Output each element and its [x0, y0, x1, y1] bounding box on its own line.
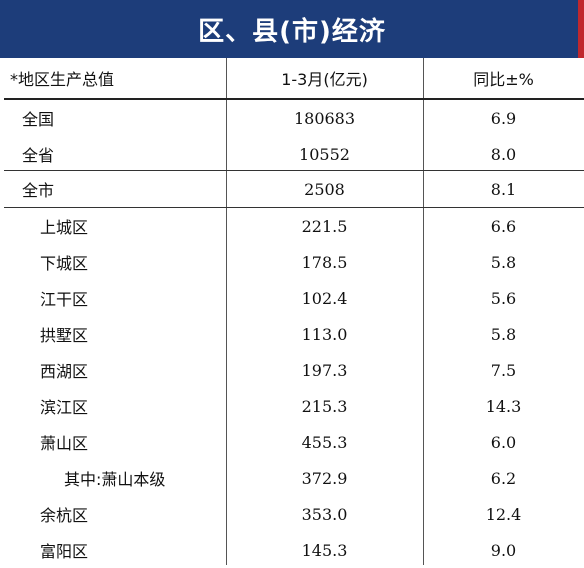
- header-region: *地区生产总值: [10, 70, 115, 89]
- gdp-value: 215.3: [301, 396, 348, 416]
- region-name: 下城区: [40, 254, 89, 273]
- header-change: 同比±%: [473, 70, 534, 89]
- region-name: 拱墅区: [40, 326, 89, 345]
- yoy-change: 5.8: [490, 252, 517, 272]
- region-name: 富阳区: [40, 542, 89, 561]
- yoy-change: 14.3: [485, 396, 522, 416]
- yoy-change: 8.1: [490, 179, 517, 199]
- gdp-value: 10552: [299, 144, 350, 164]
- region-name: 全市: [22, 181, 55, 200]
- yoy-change: 8.0: [490, 144, 517, 164]
- yoy-change: 12.4: [485, 504, 522, 524]
- gdp-value: 455.3: [301, 432, 348, 452]
- gdp-value: 113.0: [301, 324, 348, 344]
- table-title: 区、县(市)经济: [0, 0, 584, 58]
- column-divider: [226, 58, 227, 565]
- region-name: 其中:萧山本级: [64, 470, 166, 489]
- gdp-value: 178.5: [301, 252, 348, 272]
- table-row: 滨江区 215.3 14.3: [4, 388, 584, 424]
- yoy-change: 7.5: [490, 360, 517, 380]
- yoy-change: 6.9: [490, 108, 517, 128]
- table-row: 西湖区 197.3 7.5: [4, 352, 584, 388]
- table-row: 江干区 102.4 5.6: [4, 280, 584, 316]
- table-row: 余杭区 353.0 12.4: [4, 496, 584, 532]
- yoy-change: 6.0: [490, 432, 517, 452]
- gdp-value: 145.3: [301, 540, 348, 560]
- section-separator: [4, 170, 584, 171]
- region-name: 余杭区: [40, 506, 89, 525]
- gdp-value: 197.3: [301, 360, 348, 380]
- region-name: 上城区: [40, 218, 89, 237]
- gdp-value: 2508: [304, 179, 345, 199]
- table-row: 全国 180683 6.9: [4, 100, 584, 136]
- region-name: 西湖区: [40, 362, 89, 381]
- yoy-change: 5.8: [490, 324, 517, 344]
- table-row: 其中:萧山本级 372.9 6.2: [4, 460, 584, 496]
- yoy-change: 6.2: [490, 468, 517, 488]
- region-name: 萧山区: [40, 434, 89, 453]
- yoy-change: 5.6: [490, 288, 517, 308]
- gdp-value: 221.5: [301, 216, 348, 236]
- economy-table: *地区生产总值 1-3月(亿元) 同比±% 全国 180683 6.9 全省 10552…: [4, 58, 584, 565]
- region-name: 滨江区: [40, 398, 89, 417]
- gdp-value: 102.4: [301, 288, 348, 308]
- region-name: 全国: [22, 110, 55, 129]
- table-row: 全省 10552 8.0: [4, 136, 584, 172]
- table-row: 下城区 178.5 5.8: [4, 244, 584, 280]
- accent-stripe: [578, 0, 584, 58]
- table-row: 上城区 221.5 6.6: [4, 208, 584, 244]
- table-row: 萧山区 455.3 6.0: [4, 424, 584, 460]
- table-row: 富阳区 145.3 9.0: [4, 532, 584, 568]
- gdp-value: 353.0: [301, 504, 348, 524]
- table-row: 拱墅区 113.0 5.8: [4, 316, 584, 352]
- region-name: 全省: [22, 146, 55, 165]
- yoy-change: 6.6: [490, 216, 517, 236]
- gdp-value: 180683: [293, 108, 356, 128]
- gdp-value: 372.9: [301, 468, 348, 488]
- header-value: 1-3月(亿元): [281, 70, 368, 89]
- column-divider: [423, 58, 424, 565]
- region-name: 江干区: [40, 290, 89, 309]
- yoy-change: 9.0: [490, 540, 517, 560]
- table-row: 全市 2508 8.1: [4, 171, 584, 207]
- table-header-row: *地区生产总值 1-3月(亿元) 同比±%: [4, 58, 584, 100]
- section-separator: [4, 207, 584, 208]
